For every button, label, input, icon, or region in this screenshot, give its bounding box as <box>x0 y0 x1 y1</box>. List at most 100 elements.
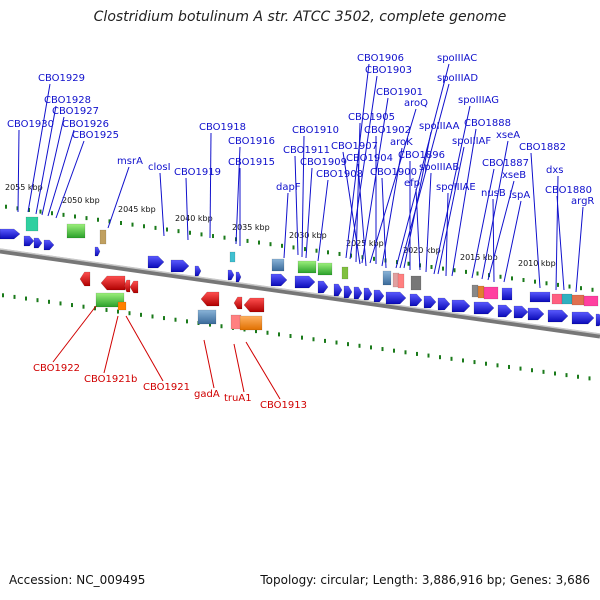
scale-tick-inner <box>450 356 453 361</box>
gene-label-forward: nusB <box>481 188 506 199</box>
scale-tick-inner <box>59 301 62 306</box>
scale-ticks-inner <box>2 293 591 381</box>
gene-label-forward: CBO1900 <box>370 167 417 178</box>
forward-gene-arrow <box>270 273 288 287</box>
scale-tick-inner <box>381 347 384 352</box>
scale-label: 2010 kbp <box>518 259 556 268</box>
leader-line-forward <box>487 180 515 281</box>
gene-label-forward: CBO1929 <box>38 73 85 84</box>
leader-line-forward <box>481 140 509 280</box>
scale-tick-inner <box>25 296 27 301</box>
scale-tick-outer <box>189 230 191 235</box>
leader-line-forward <box>381 177 387 269</box>
scale-tick-inner <box>416 351 418 356</box>
scale-tick-inner <box>508 364 510 369</box>
scale-tick-outer <box>499 274 502 279</box>
scale-tick-inner <box>140 312 142 317</box>
forward-gene-block <box>501 287 513 301</box>
scale-tick-outer <box>591 287 594 292</box>
forward-gene-block <box>397 273 405 289</box>
scale-tick-outer <box>568 284 571 289</box>
gene-label-forward: CBO1896 <box>398 150 445 161</box>
leader-line-forward <box>415 188 421 271</box>
scale-tick-inner <box>13 294 16 299</box>
gene-label-forward: CBO1928 <box>44 95 91 106</box>
genome-backbone <box>0 248 600 339</box>
gene-label-forward: CBO1916 <box>228 136 275 147</box>
scale-tick-inner <box>128 311 131 316</box>
leader-line-forward <box>471 168 495 279</box>
forward-gene-block <box>483 286 499 300</box>
leader-line-forward <box>27 83 51 213</box>
leader-line-forward <box>35 105 57 215</box>
reverse-gene-block <box>197 309 217 325</box>
forward-gene-arrow <box>317 280 329 294</box>
scale-label: 2040 kbp <box>175 214 213 223</box>
scale-tick-inner <box>174 317 177 322</box>
topology-text: Topology: circular; Length: 3,886,916 bp… <box>260 573 590 587</box>
forward-gene-arrow <box>385 291 407 305</box>
gene-label-forward: spoIIIAF <box>452 136 491 147</box>
forward-gene-arrow <box>33 237 43 249</box>
forward-gene-block <box>471 284 479 298</box>
genome-title: Clostridium botulinum A str. ATCC 3502, … <box>93 9 507 25</box>
gene-label-forward: dxs <box>546 165 563 176</box>
gene-label-forward: aroQ <box>404 98 428 109</box>
forward-gene-block <box>25 216 39 232</box>
scale-tick-outer <box>534 279 536 284</box>
scale-tick-outer <box>269 242 272 247</box>
forward-gene-arrow <box>363 287 373 301</box>
scale-tick-inner <box>105 307 108 312</box>
leader-line-forward <box>159 172 165 237</box>
leader-line-forward <box>294 155 299 256</box>
scale-tick-inner <box>588 376 591 381</box>
gene-label-reverse: gadA <box>194 389 220 400</box>
leader-line-forward <box>301 135 305 258</box>
scale-tick-inner <box>462 358 464 363</box>
forward-gene-block <box>229 251 236 263</box>
scale-tick-inner <box>542 369 545 374</box>
scale-tick-inner <box>370 345 372 350</box>
leader-line-forward <box>185 177 189 241</box>
gene-label-forward: CBO1906 <box>357 53 404 64</box>
leader-line-forward <box>41 116 65 216</box>
scale-tick-outer <box>258 240 260 245</box>
gene-label-forward: CBO1880 <box>545 185 592 196</box>
scale-tick-outer <box>396 260 398 265</box>
scale-tick-outer <box>557 282 559 287</box>
scale-label: 2035 kbp <box>232 223 270 232</box>
scale-tick-inner <box>186 319 188 324</box>
gene-label-forward: CBO1903 <box>365 65 412 76</box>
scale-tick-inner <box>209 322 211 327</box>
scale-tick-inner <box>312 337 315 342</box>
forward-gene-block <box>571 294 585 306</box>
gene-label-forward: spoIIIAD <box>437 73 478 84</box>
leader-line-forward <box>403 131 432 269</box>
gene-label-forward: CBO1887 <box>482 158 529 169</box>
leader-line-forward <box>530 152 541 289</box>
leader-line-forward <box>357 163 367 267</box>
forward-gene-block <box>477 285 485 299</box>
leader-line-reverse <box>103 315 119 374</box>
scale-tick-outer <box>212 234 214 239</box>
reverse-gene-block <box>117 301 127 311</box>
forward-gene-block <box>561 293 573 305</box>
forward-gene-block <box>99 229 107 245</box>
leader-line-forward <box>235 146 241 245</box>
forward-gene-block <box>271 258 285 272</box>
scale-tick-outer <box>580 286 582 291</box>
leader-line-forward <box>17 129 20 213</box>
forward-gene-arrow <box>353 286 363 300</box>
leader-line-forward <box>556 195 565 291</box>
forward-gene-arrow <box>194 265 202 277</box>
forward-gene-block <box>66 223 86 239</box>
gene-label-forward: CBO1930 <box>7 119 54 130</box>
forward-gene-arrow <box>170 259 190 273</box>
gene-label-forward: spoIIIAA <box>419 121 460 132</box>
forward-gene-arrow <box>513 305 529 319</box>
leader-line-forward <box>451 128 477 277</box>
scale-tick-inner <box>519 366 522 371</box>
forward-gene-arrow <box>571 311 595 325</box>
scale-tick-inner <box>496 363 499 368</box>
scale-tick-inner <box>335 340 338 345</box>
